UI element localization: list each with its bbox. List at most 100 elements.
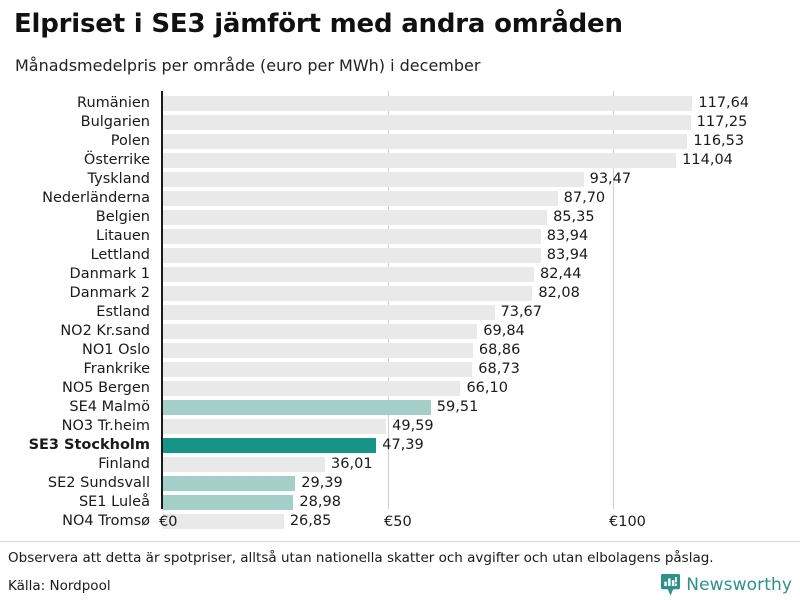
bar-value-label: 26,85 (289, 513, 332, 529)
bar-value-label: 83,94 (546, 228, 589, 244)
bar (163, 495, 294, 510)
category-label: SE1 Luleå (78, 494, 150, 510)
bar-row: Litauen 83,94 (0, 227, 800, 246)
category-label: Bulgarien (80, 114, 150, 130)
category-label: SE2 Sundsvall (47, 475, 150, 491)
brand-name: Newsworthy (686, 575, 792, 595)
category-label: Frankrike (83, 361, 150, 377)
bar (163, 362, 473, 377)
bar (163, 191, 558, 206)
bar-row: Rumänien 117,64 (0, 94, 800, 113)
bar (163, 343, 473, 358)
bar-row: Polen 116,53 (0, 132, 800, 151)
bar (163, 172, 584, 187)
category-label: NO3 Tr.heim (61, 418, 150, 434)
bar-row: Estland 73,67 (0, 303, 800, 322)
category-label: SE3 Stockholm (28, 437, 150, 453)
bar-row: Finland 36,01 (0, 455, 800, 474)
bar-value-label: 73,67 (500, 304, 543, 320)
x-axis-tick-label: €100 (609, 514, 646, 530)
bar-row: NO1 Oslo 68,86 (0, 341, 800, 360)
category-label: Polen (110, 133, 150, 149)
bar-value-label: 28,98 (299, 494, 341, 510)
bar (163, 96, 693, 111)
bar-value-label: 66,10 (466, 380, 508, 396)
bar-row: Frankrike 68,73 (0, 360, 800, 379)
bar-value-label: 82,44 (539, 266, 582, 282)
bar (163, 267, 534, 282)
category-label: Litauen (96, 228, 150, 244)
bar (163, 457, 326, 472)
bar-row: SE1 Luleå 28,98 (0, 493, 800, 512)
bar (163, 153, 677, 168)
y-axis-baseline (161, 91, 163, 509)
bar (163, 381, 461, 396)
category-label: Nederländerna (42, 190, 150, 206)
bar (163, 419, 387, 434)
category-label: Belgien (95, 209, 150, 225)
category-label: Danmark 2 (69, 285, 150, 301)
bar (163, 286, 533, 301)
bar-row: Bulgarien 117,25 (0, 113, 800, 132)
bar-chart-icon (661, 574, 681, 596)
category-label: Finland (98, 456, 150, 472)
bar (163, 438, 377, 453)
bar-row: SE4 Malmö 59,51 (0, 398, 800, 417)
category-label: Tyskland (87, 171, 150, 187)
bar-value-label: 59,51 (436, 399, 479, 415)
x-axis: €0 €50 €100 (0, 512, 800, 534)
bar (163, 115, 691, 130)
footer-source: Källa: Nordpool (8, 578, 111, 594)
bar (163, 248, 541, 263)
bar-value-label: 69,84 (483, 323, 525, 339)
bar-chart: Rumänien 117,64 Bulgarien 117,25 Polen 116,53… (0, 88, 800, 530)
footer-divider (0, 541, 800, 542)
bar-value-label: 85,35 (553, 209, 595, 225)
bar-row: NO4 Tromsø 26,85 (0, 512, 800, 531)
bar (163, 400, 431, 415)
bar-value-label: 116,53 (693, 133, 745, 149)
bar-row: Danmark 2 82,08 (0, 284, 800, 303)
bar-value-label: 68,86 (478, 342, 521, 358)
bar-row: Österrike 114,04 (0, 151, 800, 170)
bar-value-label: 82,08 (538, 285, 580, 301)
bar-value-label: 47,39 (382, 437, 424, 453)
bar-row: Tyskland 93,47 (0, 170, 800, 189)
category-label: SE4 Malmö (69, 399, 150, 415)
category-label: Danmark 1 (69, 266, 150, 282)
x-axis-tick-label: €50 (384, 514, 412, 530)
category-label: NO2 Kr.sand (60, 323, 150, 339)
bar-value-label: 49,59 (392, 418, 434, 434)
bar-value-label: 93,47 (589, 171, 632, 187)
bar (163, 514, 284, 529)
bar-value-label: 117,64 (698, 95, 750, 111)
bar (163, 476, 296, 491)
footer-note: Observera att detta är spotpriser, allts… (8, 550, 714, 566)
bar-value-label: 68,73 (478, 361, 520, 377)
bar-row: NO2 Kr.sand 69,84 (0, 322, 800, 341)
page-title: Elpriset i SE3 jämfört med andra områden (14, 9, 623, 39)
bar (163, 229, 541, 244)
newsworthy-logo: Newsworthy (661, 574, 792, 596)
bar (163, 324, 478, 339)
category-label: Rumänien (77, 95, 150, 111)
category-label: NO1 Oslo (82, 342, 150, 358)
bar-row: Danmark 1 82,44 (0, 265, 800, 284)
category-label: Estland (96, 304, 150, 320)
bar (163, 134, 688, 149)
bar (163, 305, 495, 320)
bar-row: NO3 Tr.heim 49,59 (0, 417, 800, 436)
bar-value-label: 117,25 (696, 114, 748, 130)
bar-row: Belgien 85,35 (0, 208, 800, 227)
category-label: Lettland (90, 247, 150, 263)
bar-row: Nederländerna 87,70 (0, 189, 800, 208)
chart-subtitle: Månadsmedelpris per område (euro per MWh… (15, 56, 481, 75)
bar-row: Lettland 83,94 (0, 246, 800, 265)
bar (163, 210, 548, 225)
category-label: Österrike (83, 152, 150, 168)
category-label: NO5 Bergen (62, 380, 150, 396)
bar-value-label: 87,70 (563, 190, 606, 206)
bar-value-label: 114,04 (682, 152, 733, 168)
bar-row: NO5 Bergen 66,10 (0, 379, 800, 398)
bar-row: SE2 Sundsvall 29,39 (0, 474, 800, 493)
